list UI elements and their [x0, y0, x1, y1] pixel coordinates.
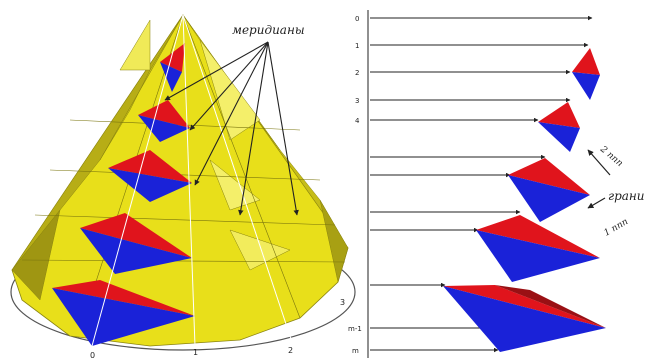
- red-blue-facets: [52, 43, 195, 346]
- strip-red: [443, 285, 606, 328]
- unrolled-strip: 0 1 2 3 4 m-1 m грани 2 ппп 1 ппп: [348, 10, 645, 358]
- axis-label-1: 1: [355, 42, 359, 50]
- strip-blue: [508, 175, 590, 222]
- axis-label-0: 0: [355, 15, 359, 23]
- strip-diamonds: [443, 48, 606, 352]
- facet-blue: [138, 115, 190, 142]
- face-arrows: [587, 149, 611, 209]
- facet-blue: [108, 168, 192, 202]
- base-label-1: 1: [193, 348, 198, 357]
- base-label-0: 0: [90, 351, 95, 360]
- axis-label-3: 3: [355, 97, 359, 105]
- base-label-2: 2: [288, 346, 293, 355]
- facet-blue: [52, 288, 195, 346]
- strip-red: [538, 102, 580, 128]
- strip-red: [572, 48, 600, 75]
- facet-red: [160, 43, 185, 72]
- horizontal-arrows: [370, 15, 593, 353]
- strip-blue: [572, 72, 600, 100]
- strip-red: [476, 215, 600, 258]
- facet-blue: [80, 228, 192, 274]
- facet-blue: [160, 62, 182, 92]
- row-1-label: 1 ппп: [603, 217, 631, 239]
- axis-label-2: 2: [355, 69, 359, 77]
- strip-red: [508, 158, 590, 195]
- faceted-cone: меридианы 0 1 2 3: [10, 14, 356, 360]
- facet-red: [80, 213, 192, 258]
- strip-blue: [538, 122, 580, 152]
- strip-blue: [443, 286, 606, 352]
- meridian-lines: [91, 14, 293, 347]
- axis-label-4: 4: [355, 117, 360, 125]
- base-label-3: 3: [340, 298, 345, 307]
- face-label: грани: [608, 189, 645, 203]
- facet-red: [138, 100, 190, 128]
- facet-red: [52, 280, 195, 316]
- meridians-label: меридианы: [232, 23, 305, 37]
- axis-label-m-1: m-1: [348, 325, 362, 333]
- meridian-arrows: [164, 41, 299, 216]
- axis-label-m: m: [352, 347, 359, 355]
- facet-red: [108, 150, 192, 183]
- strip-dark-red: [495, 285, 606, 328]
- strip-blue: [476, 230, 600, 282]
